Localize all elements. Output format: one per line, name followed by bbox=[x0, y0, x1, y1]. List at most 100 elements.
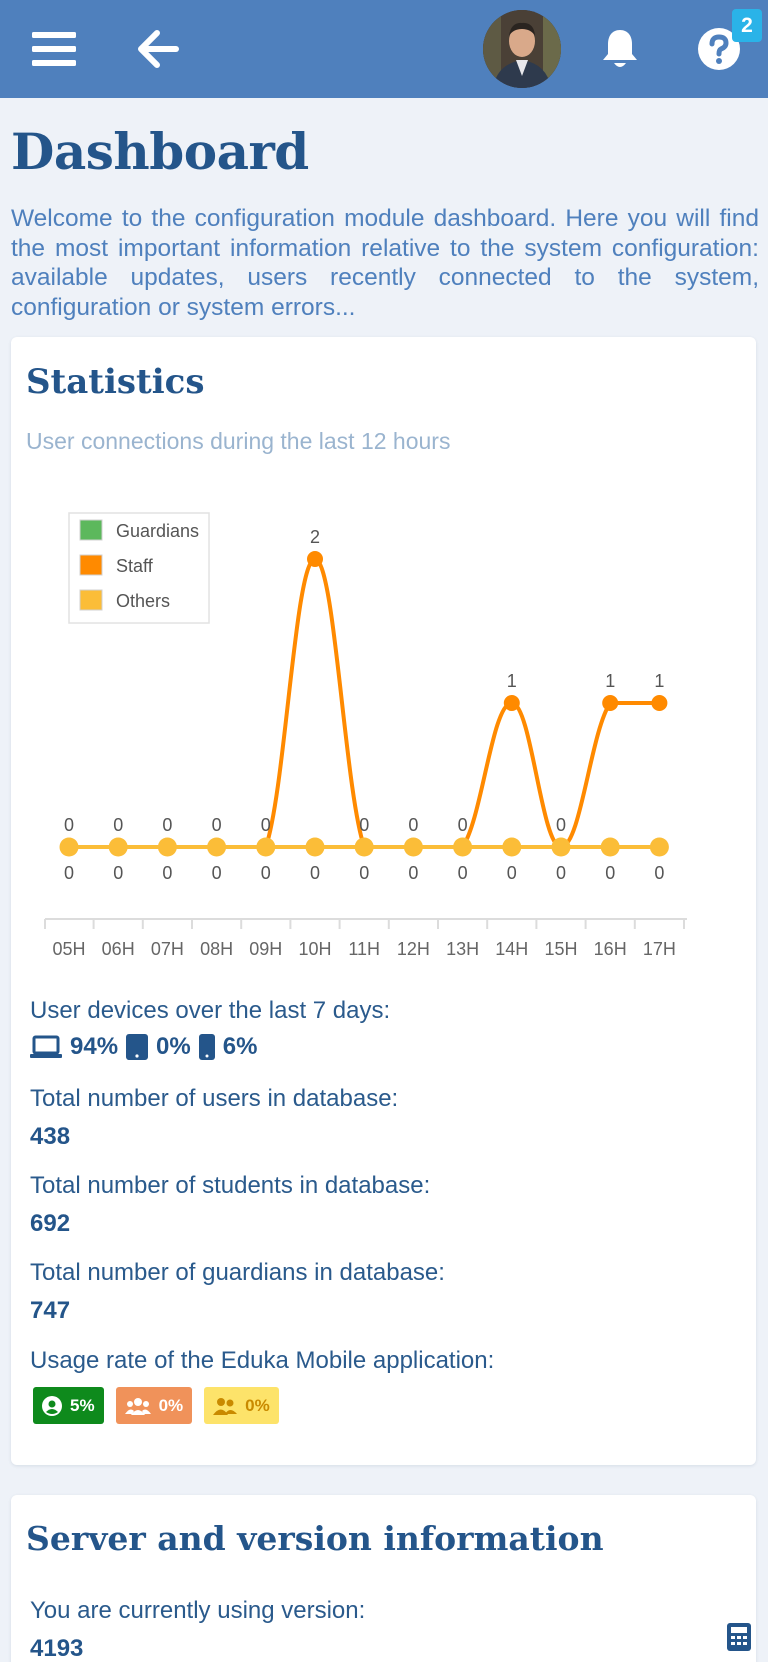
students-block: Total number of students in database: 69… bbox=[30, 1172, 430, 1238]
data-label-staff: 0 bbox=[556, 815, 566, 835]
series-point-others bbox=[157, 837, 177, 857]
guardians-value: 747 bbox=[30, 1297, 71, 1324]
data-label-others: 0 bbox=[310, 863, 320, 883]
server-card: Server and version information You are c… bbox=[11, 1495, 756, 1662]
tablet-icon bbox=[126, 1034, 149, 1060]
series-point-others bbox=[600, 837, 620, 857]
data-label-others: 0 bbox=[64, 863, 74, 883]
x-tick-label: 11H bbox=[348, 939, 380, 957]
data-label-staff: 1 bbox=[605, 671, 615, 691]
series-point-others bbox=[453, 837, 473, 857]
back-button[interactable] bbox=[128, 0, 188, 98]
page-intro: Welcome to the configuration module dash… bbox=[11, 205, 759, 322]
series-point-others bbox=[108, 837, 128, 857]
data-label-others: 0 bbox=[654, 863, 664, 883]
users-group-icon bbox=[124, 1397, 151, 1415]
data-label-staff: 0 bbox=[162, 815, 172, 835]
calculator-icon[interactable] bbox=[727, 1623, 751, 1651]
statistics-subtitle: User connections during the last 12 hour… bbox=[26, 428, 451, 454]
version-value: 4193 bbox=[30, 1635, 84, 1662]
statistics-title: Statistics bbox=[26, 362, 205, 402]
x-tick-label: 08H bbox=[200, 939, 233, 957]
data-label-others: 0 bbox=[408, 863, 418, 883]
data-label-staff: 0 bbox=[64, 815, 74, 835]
legend-swatch-others bbox=[79, 589, 103, 611]
device-smartphone: 6% bbox=[198, 1033, 260, 1061]
arrow-left-icon bbox=[138, 30, 179, 68]
help-button[interactable] bbox=[694, 0, 744, 98]
data-label-staff: 0 bbox=[458, 815, 468, 835]
series-point-staff bbox=[651, 695, 668, 711]
x-tick-label: 15H bbox=[544, 939, 577, 957]
data-label-others: 0 bbox=[212, 863, 222, 883]
x-tick-label: 05H bbox=[52, 939, 85, 957]
legend-swatch-guardians bbox=[79, 519, 103, 541]
guardians-block: Total number of guardians in database: 7… bbox=[30, 1259, 445, 1325]
x-tick-label: 12H bbox=[397, 939, 430, 957]
usage-rate-staff-value: 0% bbox=[158, 1395, 184, 1415]
data-label-staff: 0 bbox=[113, 815, 123, 835]
usage-rate-guardians-value: 0% bbox=[245, 1395, 270, 1415]
x-tick-label: 07H bbox=[151, 939, 184, 957]
usage-label: Usage rate of the Eduka Mobile applicati… bbox=[30, 1347, 495, 1374]
series-point-others bbox=[551, 837, 571, 857]
series-point-others bbox=[354, 837, 374, 857]
series-point-others bbox=[649, 837, 669, 857]
x-tick-label: 13H bbox=[446, 939, 479, 957]
question-circle-icon bbox=[698, 28, 740, 70]
device-laptop-value: 94% bbox=[70, 1033, 119, 1060]
device-smartphone-value: 6% bbox=[222, 1033, 258, 1060]
x-tick-label: 14H bbox=[495, 939, 528, 957]
server-title: Server and version information bbox=[26, 1519, 604, 1558]
data-label-others: 0 bbox=[162, 863, 172, 883]
top-bar: 2 bbox=[0, 0, 768, 98]
users-block: Total number of users in database: 438 bbox=[30, 1085, 398, 1151]
series-point-staff bbox=[503, 695, 520, 711]
data-label-others: 0 bbox=[113, 863, 123, 883]
series-point-others bbox=[502, 837, 522, 857]
students-label: Total number of students in database: bbox=[30, 1172, 431, 1199]
smartphone-icon bbox=[198, 1034, 215, 1060]
data-label-staff: 1 bbox=[654, 671, 664, 691]
help-badge: 2 bbox=[732, 9, 762, 42]
device-tablet-value: 0% bbox=[156, 1033, 191, 1060]
x-tick-label: 16H bbox=[594, 939, 627, 957]
series-point-staff bbox=[307, 551, 323, 567]
devices-label: User devices over the last 7 days: bbox=[30, 997, 391, 1024]
data-label-staff: 0 bbox=[408, 815, 418, 835]
user-pair-icon bbox=[213, 1397, 238, 1415]
x-tick-label: 06H bbox=[102, 939, 135, 957]
data-label-others: 0 bbox=[458, 863, 468, 883]
bell-icon bbox=[603, 30, 637, 67]
menu-button[interactable] bbox=[20, 0, 88, 98]
version-label: You are currently using version: bbox=[30, 1597, 366, 1624]
usage-rate-staff: 0% bbox=[115, 1387, 193, 1424]
user-circle-icon bbox=[42, 1395, 62, 1416]
avatar-photo bbox=[483, 10, 561, 88]
legend-label-guardians: Guardians bbox=[116, 521, 199, 541]
user-avatar[interactable] bbox=[483, 10, 561, 88]
usage-rate-students: 5% bbox=[33, 1387, 104, 1424]
series-point-others bbox=[256, 837, 276, 857]
device-laptop: 94% bbox=[30, 1033, 120, 1061]
data-label-others: 0 bbox=[261, 863, 271, 883]
series-point-staff bbox=[602, 695, 619, 711]
notifications-button[interactable] bbox=[596, 0, 644, 98]
usage-rate-students-value: 5% bbox=[70, 1395, 95, 1415]
data-label-staff: 0 bbox=[212, 815, 222, 835]
series-point-others bbox=[207, 837, 227, 857]
users-label: Total number of users in database: bbox=[30, 1085, 399, 1112]
devices-list: 94% 0% 6% bbox=[30, 1033, 390, 1061]
guardians-label: Total number of guardians in database: bbox=[30, 1259, 445, 1286]
legend-swatch-staff bbox=[79, 554, 103, 576]
data-label-staff: 0 bbox=[261, 815, 271, 835]
hamburger-menu-icon bbox=[32, 32, 76, 66]
legend-label-others: Others bbox=[116, 591, 170, 611]
data-label-others: 0 bbox=[556, 863, 566, 883]
data-label-staff: 1 bbox=[507, 671, 517, 691]
data-label-others: 0 bbox=[507, 863, 517, 883]
x-tick-label: 10H bbox=[298, 939, 331, 957]
device-tablet: 0% bbox=[126, 1033, 193, 1061]
legend-label-staff: Staff bbox=[116, 556, 154, 576]
usage-rate-guardians: 0% bbox=[204, 1387, 279, 1424]
